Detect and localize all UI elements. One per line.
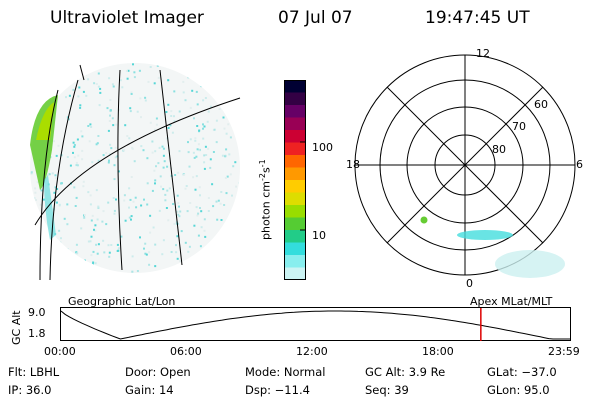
lat-label-60: 60 <box>534 98 548 111</box>
colorbar-segment <box>284 255 306 268</box>
colorbar-segment <box>284 142 306 156</box>
mlt-label-0: 0 <box>466 277 473 290</box>
door-status: Door: Open <box>125 365 191 379</box>
mlt-label-6: 6 <box>576 158 583 171</box>
colorbar-segment <box>284 105 306 118</box>
geographic-image <box>30 63 241 281</box>
mlt-label-12: 12 <box>476 47 490 60</box>
time-tick-1200: 12:00 <box>296 345 328 358</box>
mlt-label-18: 18 <box>346 158 360 171</box>
altitude-max-label: 9.0 <box>28 306 46 319</box>
colorbar-segment <box>284 80 306 93</box>
colorbar-segment <box>284 155 306 168</box>
mode-status: Mode: Normal <box>245 365 326 379</box>
glon-status: GLon: 95.0 <box>487 383 550 397</box>
time-tick-1800: 18:00 <box>422 345 454 358</box>
lat-label-80: 80 <box>492 143 506 156</box>
polar-plot <box>354 54 576 278</box>
colorbar-segment <box>284 242 306 256</box>
colorbar-segment <box>284 92 306 106</box>
altitude-min-label: 1.8 <box>28 327 46 340</box>
time-label: 19:47:45 UT <box>425 8 530 28</box>
colorbar-unit-label: photon cm-2s-1 <box>258 159 273 240</box>
seq-status: Seq: 39 <box>365 383 409 397</box>
gain-status: Gain: 14 <box>125 383 174 397</box>
colorbar-segment <box>284 130 306 143</box>
image-disk <box>30 63 240 273</box>
colorbar-segment <box>284 167 306 181</box>
glat-status: GLat: −37.0 <box>487 365 557 379</box>
colorbar-segment <box>284 205 306 218</box>
colorbar-frame <box>284 80 306 280</box>
polar-emission-lower <box>495 250 565 278</box>
colorbar <box>284 80 306 280</box>
altitude-axis-title: GC Alt <box>10 310 23 345</box>
colorbar-segment <box>284 217 306 231</box>
colorbar-segment <box>284 230 306 243</box>
colorbar-segment <box>284 267 306 280</box>
geo-grid <box>34 64 241 281</box>
filter-status: Flt: LBHL <box>8 365 60 379</box>
polar-grid <box>354 54 576 276</box>
polar-hotspot <box>420 216 428 224</box>
colorbar-segment <box>284 192 306 206</box>
dsp-status: Dsp: −11.4 <box>245 383 310 397</box>
colorbar-segment <box>284 117 306 131</box>
colorbar-tick-100: 100 <box>312 141 333 154</box>
altitude-plot-frame <box>60 307 571 341</box>
polar-emission <box>457 230 513 240</box>
colorbar-tick-10: 10 <box>312 229 326 242</box>
instrument-title: Ultraviolet Imager <box>50 8 204 28</box>
time-tick-2359: 23:59 <box>548 345 580 358</box>
apex-label: Apex MLat/MLT <box>470 295 553 308</box>
geographic-label: Geographic Lat/Lon <box>68 295 176 308</box>
altitude-plot <box>60 307 571 341</box>
time-tick-0000: 00:00 <box>44 345 76 358</box>
colorbar-segment <box>284 180 306 193</box>
time-tick-0600: 06:00 <box>170 345 202 358</box>
ip-status: IP: 36.0 <box>8 383 52 397</box>
altitude-curve <box>60 310 570 340</box>
gc-alt-status: GC Alt: 3.9 Re <box>365 365 446 379</box>
date-label: 07 Jul 07 <box>278 8 353 28</box>
lat-label-70: 70 <box>512 120 526 133</box>
